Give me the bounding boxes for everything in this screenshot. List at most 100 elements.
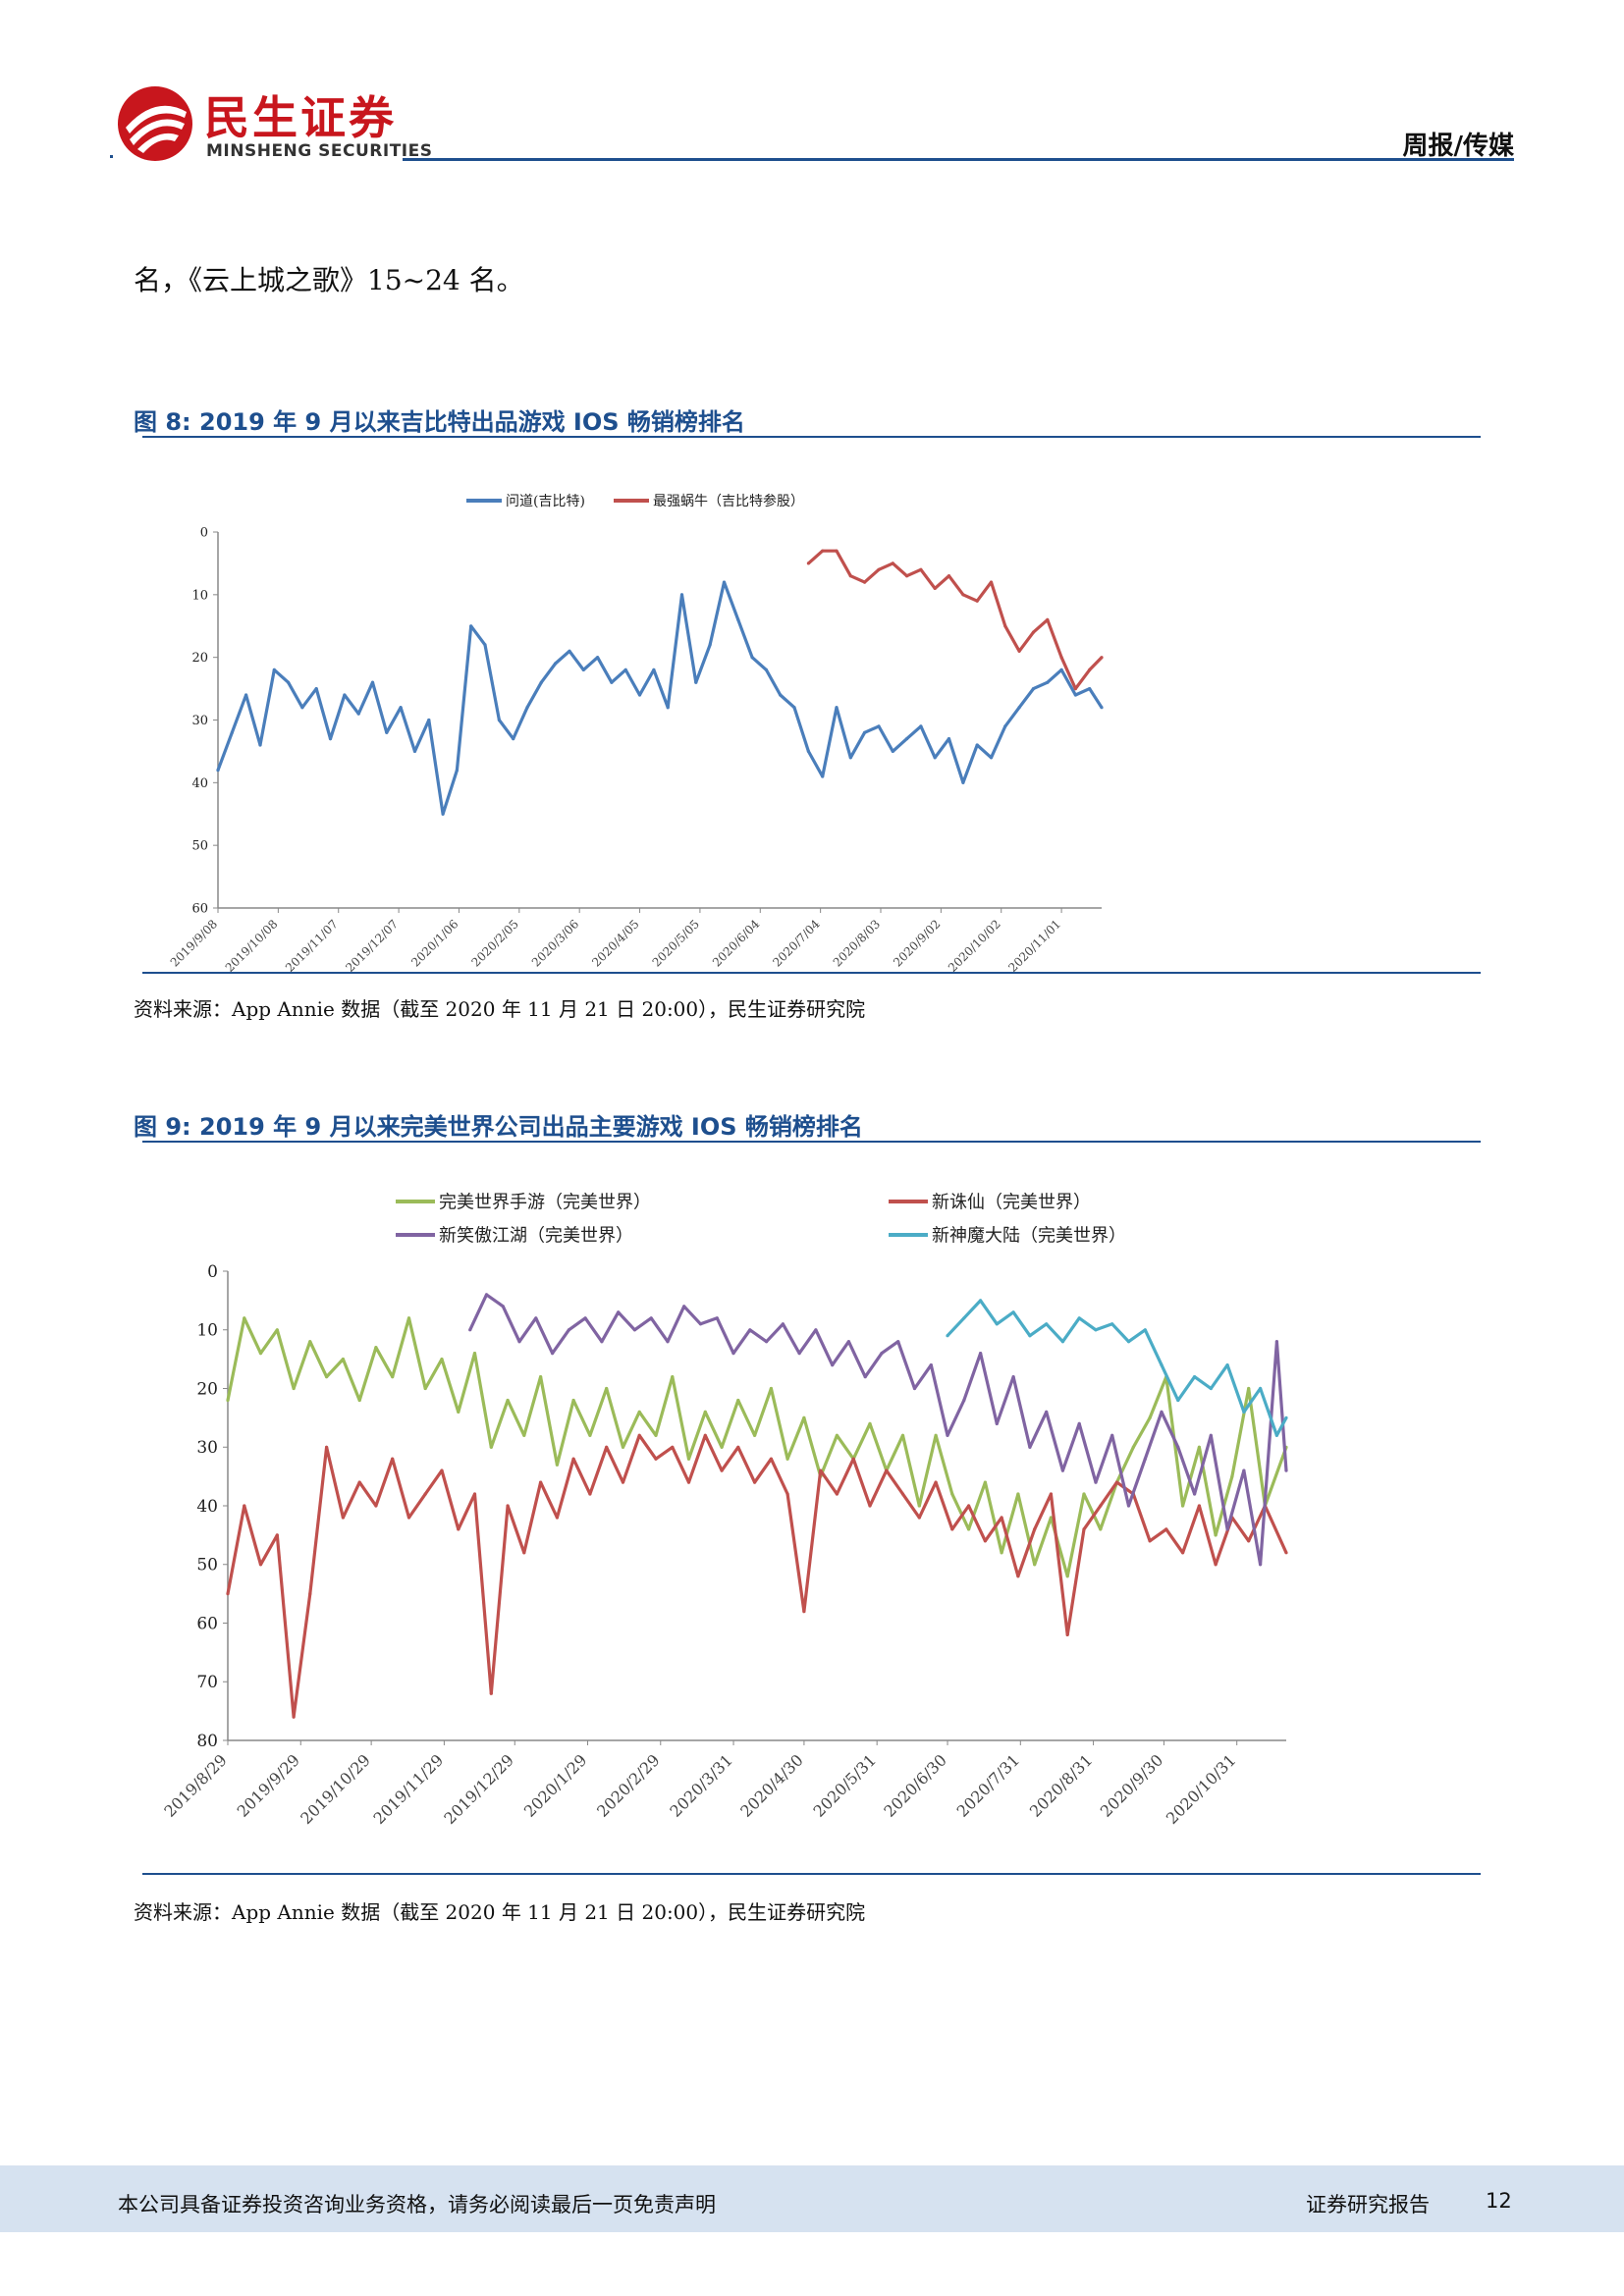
series-3-point (501, 1305, 505, 1308)
series-1-point (835, 706, 839, 710)
series-1-point (1031, 687, 1036, 691)
x-tick-label: 2020/9/30 (1097, 1750, 1166, 1820)
series-1-point (512, 737, 515, 741)
series-4-point (1284, 1415, 1288, 1419)
series-2-point (868, 1504, 872, 1508)
series-2-point (848, 574, 852, 578)
series-2-point (1164, 1527, 1168, 1531)
x-tick-label: 2020/7/04 (770, 917, 823, 970)
y-tick-label: 80 (196, 1732, 218, 1751)
series-1-point (226, 1398, 230, 1403)
series-3-point (962, 1398, 966, 1403)
series-1-point (1082, 1492, 1086, 1496)
series-3-point (846, 1340, 851, 1344)
series-1-point (722, 580, 727, 584)
x-tick-label: 2020/3/31 (666, 1750, 735, 1820)
legend-label: 问道(吉比特) (506, 494, 585, 509)
series-line-1 (226, 1316, 1288, 1578)
series-2-point (472, 1492, 477, 1496)
series-2-point (258, 1563, 263, 1567)
series-1-point (554, 662, 558, 666)
series-1-point (406, 1316, 411, 1320)
series-2-point (555, 1516, 559, 1520)
series-1-point (917, 1504, 921, 1508)
x-tick-label: 2020/4/30 (736, 1750, 806, 1820)
series-4-point (1077, 1316, 1081, 1320)
series-2-point (1065, 1632, 1069, 1636)
series-2-point (1033, 1527, 1037, 1531)
x-tick-label: 2020/1/06 (408, 917, 460, 969)
legend-label: 完美世界手游（完美世界） (439, 1192, 651, 1212)
series-2-point (489, 1691, 493, 1695)
footer-bar (0, 2165, 1624, 2232)
series-2-point (769, 1457, 774, 1461)
series-2-point (1046, 617, 1050, 621)
series-1-point (272, 667, 276, 671)
series-1-point (1230, 1474, 1234, 1478)
series-3-point (617, 1310, 621, 1314)
series-1-point (694, 680, 698, 684)
y-tick-label: 20 (191, 651, 208, 666)
series-2-point (885, 1468, 889, 1472)
series-4-point (1242, 1410, 1246, 1414)
series-4-point (962, 1316, 966, 1320)
series-2-point (983, 1539, 988, 1543)
series-2-point (1088, 667, 1092, 671)
figure-9-source: 资料来源：App Annie 数据（截至 2020 年 11 月 21 日 20… (134, 1900, 866, 1924)
series-1-point (769, 1386, 774, 1391)
y-tick-label: 30 (191, 714, 208, 728)
series-1-point (1181, 1504, 1185, 1508)
series-1-point (1148, 1415, 1152, 1419)
series-1-point (441, 812, 445, 816)
series-1-point (539, 680, 543, 684)
series-1-point (933, 756, 937, 760)
series-3-point (863, 1375, 867, 1379)
x-tick-label: 2019/9/29 (234, 1750, 303, 1820)
series-2-point (835, 549, 839, 553)
y-tick-label: 10 (196, 1321, 218, 1341)
series-1-point (244, 693, 248, 697)
series-2-point (308, 1592, 312, 1596)
series-1-point (243, 1316, 246, 1320)
series-1-point (440, 1358, 444, 1362)
series-1-point (821, 774, 825, 778)
brand-name-en: MINSHENG SECURITIES (206, 141, 433, 161)
series-1-point (568, 649, 571, 653)
series-2-point (621, 1480, 625, 1484)
series-2-point (1000, 1516, 1003, 1520)
body-paragraph: 名，《云上城之歌》15~24 名。 (134, 264, 524, 296)
series-1-point (863, 730, 867, 734)
series-2-point (406, 1516, 411, 1520)
series-1-point (596, 656, 600, 660)
page-number: 12 (1486, 2189, 1512, 2213)
series-1-point (802, 1415, 806, 1419)
series-2-point (325, 1445, 329, 1449)
series-4-point (979, 1299, 983, 1303)
series-3-point (1209, 1433, 1213, 1437)
series-1-point (391, 1375, 395, 1379)
y-tick-label: 0 (207, 1262, 218, 1282)
series-1-point (989, 756, 994, 760)
series-2-point (1073, 687, 1077, 691)
series-2-point (686, 1480, 691, 1484)
series-4-point (1274, 1433, 1278, 1437)
series-1-point (1059, 667, 1063, 671)
series-3-point (1259, 1563, 1263, 1567)
series-1-point (947, 737, 951, 741)
series-2-point (753, 1480, 757, 1484)
series-3-point (1077, 1421, 1081, 1425)
x-tick-label: 2019/10/08 (223, 917, 281, 972)
series-3-point (551, 1352, 555, 1356)
series-2-point (1099, 1504, 1103, 1508)
series-1-point (1046, 680, 1050, 684)
series-2-point (900, 1492, 905, 1496)
x-tick-label: 2020/6/04 (710, 917, 763, 970)
y-tick-label: 10 (191, 588, 208, 603)
series-2-point (522, 1551, 526, 1555)
series-2-point (1049, 1492, 1053, 1496)
series-2-point (457, 1527, 460, 1531)
series-1-point (779, 693, 783, 697)
figure-9-top-rule (142, 1141, 1481, 1143)
series-1-point (610, 680, 614, 684)
